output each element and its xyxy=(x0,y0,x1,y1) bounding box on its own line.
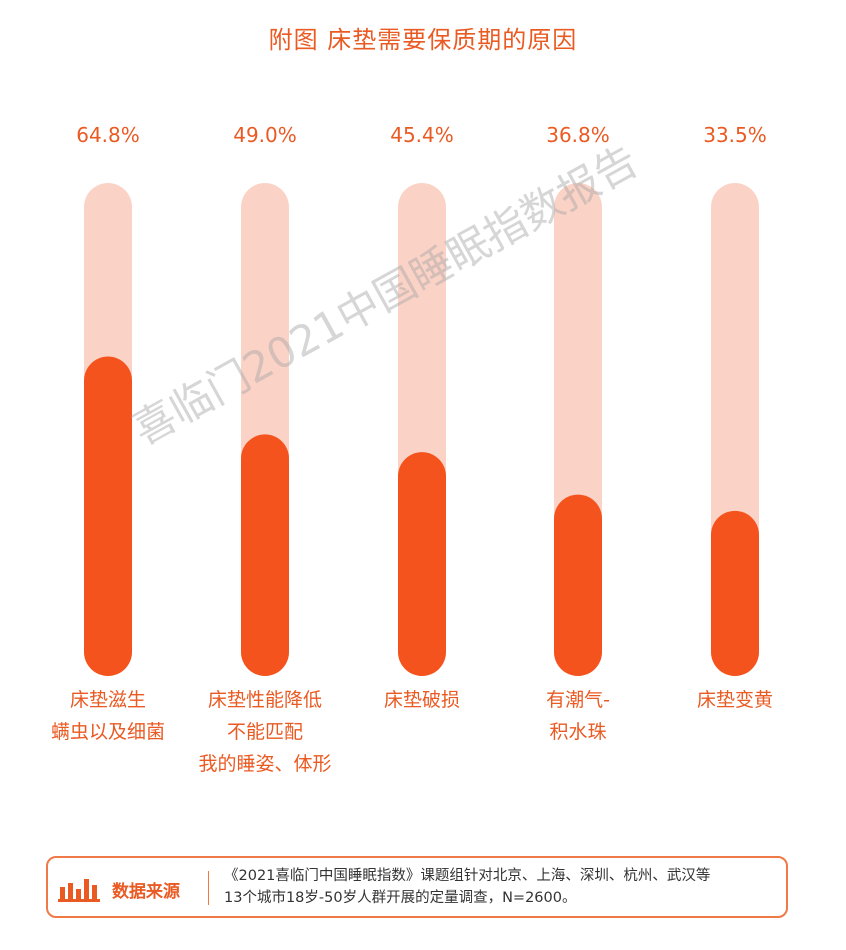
data-source-title: 数据来源 xyxy=(112,882,180,902)
chart-title: 附图 床垫需要保质期的原因 xyxy=(268,26,578,54)
data-label: 36.8% xyxy=(546,123,610,147)
data-label: 49.0% xyxy=(233,123,297,147)
data-source-box: 数据来源 《2021喜临门中国睡眠指数》课题组针对北京、上海、深圳、杭州、武汉等… xyxy=(46,856,788,918)
data-label: 33.5% xyxy=(703,123,767,147)
data-source-line: 13个城市18岁-50岁人群开展的定量调查，N=2600。 xyxy=(224,890,577,906)
category-label: 我的睡姿、体形 xyxy=(198,753,331,775)
data-source-line: 《2021喜临门中国睡眠指数》课题组针对北京、上海、深圳、杭州、武汉等 xyxy=(224,868,711,884)
bar xyxy=(711,510,759,676)
category-label: 不能匹配 xyxy=(227,721,303,743)
category-label: 床垫滋生 xyxy=(70,689,146,711)
bar xyxy=(554,494,602,676)
category-label: 积水珠 xyxy=(549,721,606,743)
bar xyxy=(398,452,446,676)
data-label: 64.8% xyxy=(76,123,140,147)
divider xyxy=(208,871,209,905)
category-label: 床垫破损 xyxy=(384,689,460,711)
category-label: 床垫性能降低 xyxy=(208,689,322,711)
category-label: 床垫变黄 xyxy=(697,689,773,711)
data-label: 45.4% xyxy=(390,123,454,147)
bar-chart-icon xyxy=(58,879,100,902)
data-source-text: 《2021喜临门中国睡眠指数》课题组针对北京、上海、深圳、杭州、武汉等 13个城… xyxy=(224,865,784,909)
category-label: 螨虫以及细菌 xyxy=(51,721,165,743)
category-label: 有潮气- xyxy=(546,689,610,711)
bar xyxy=(84,356,132,676)
bar xyxy=(241,434,289,676)
